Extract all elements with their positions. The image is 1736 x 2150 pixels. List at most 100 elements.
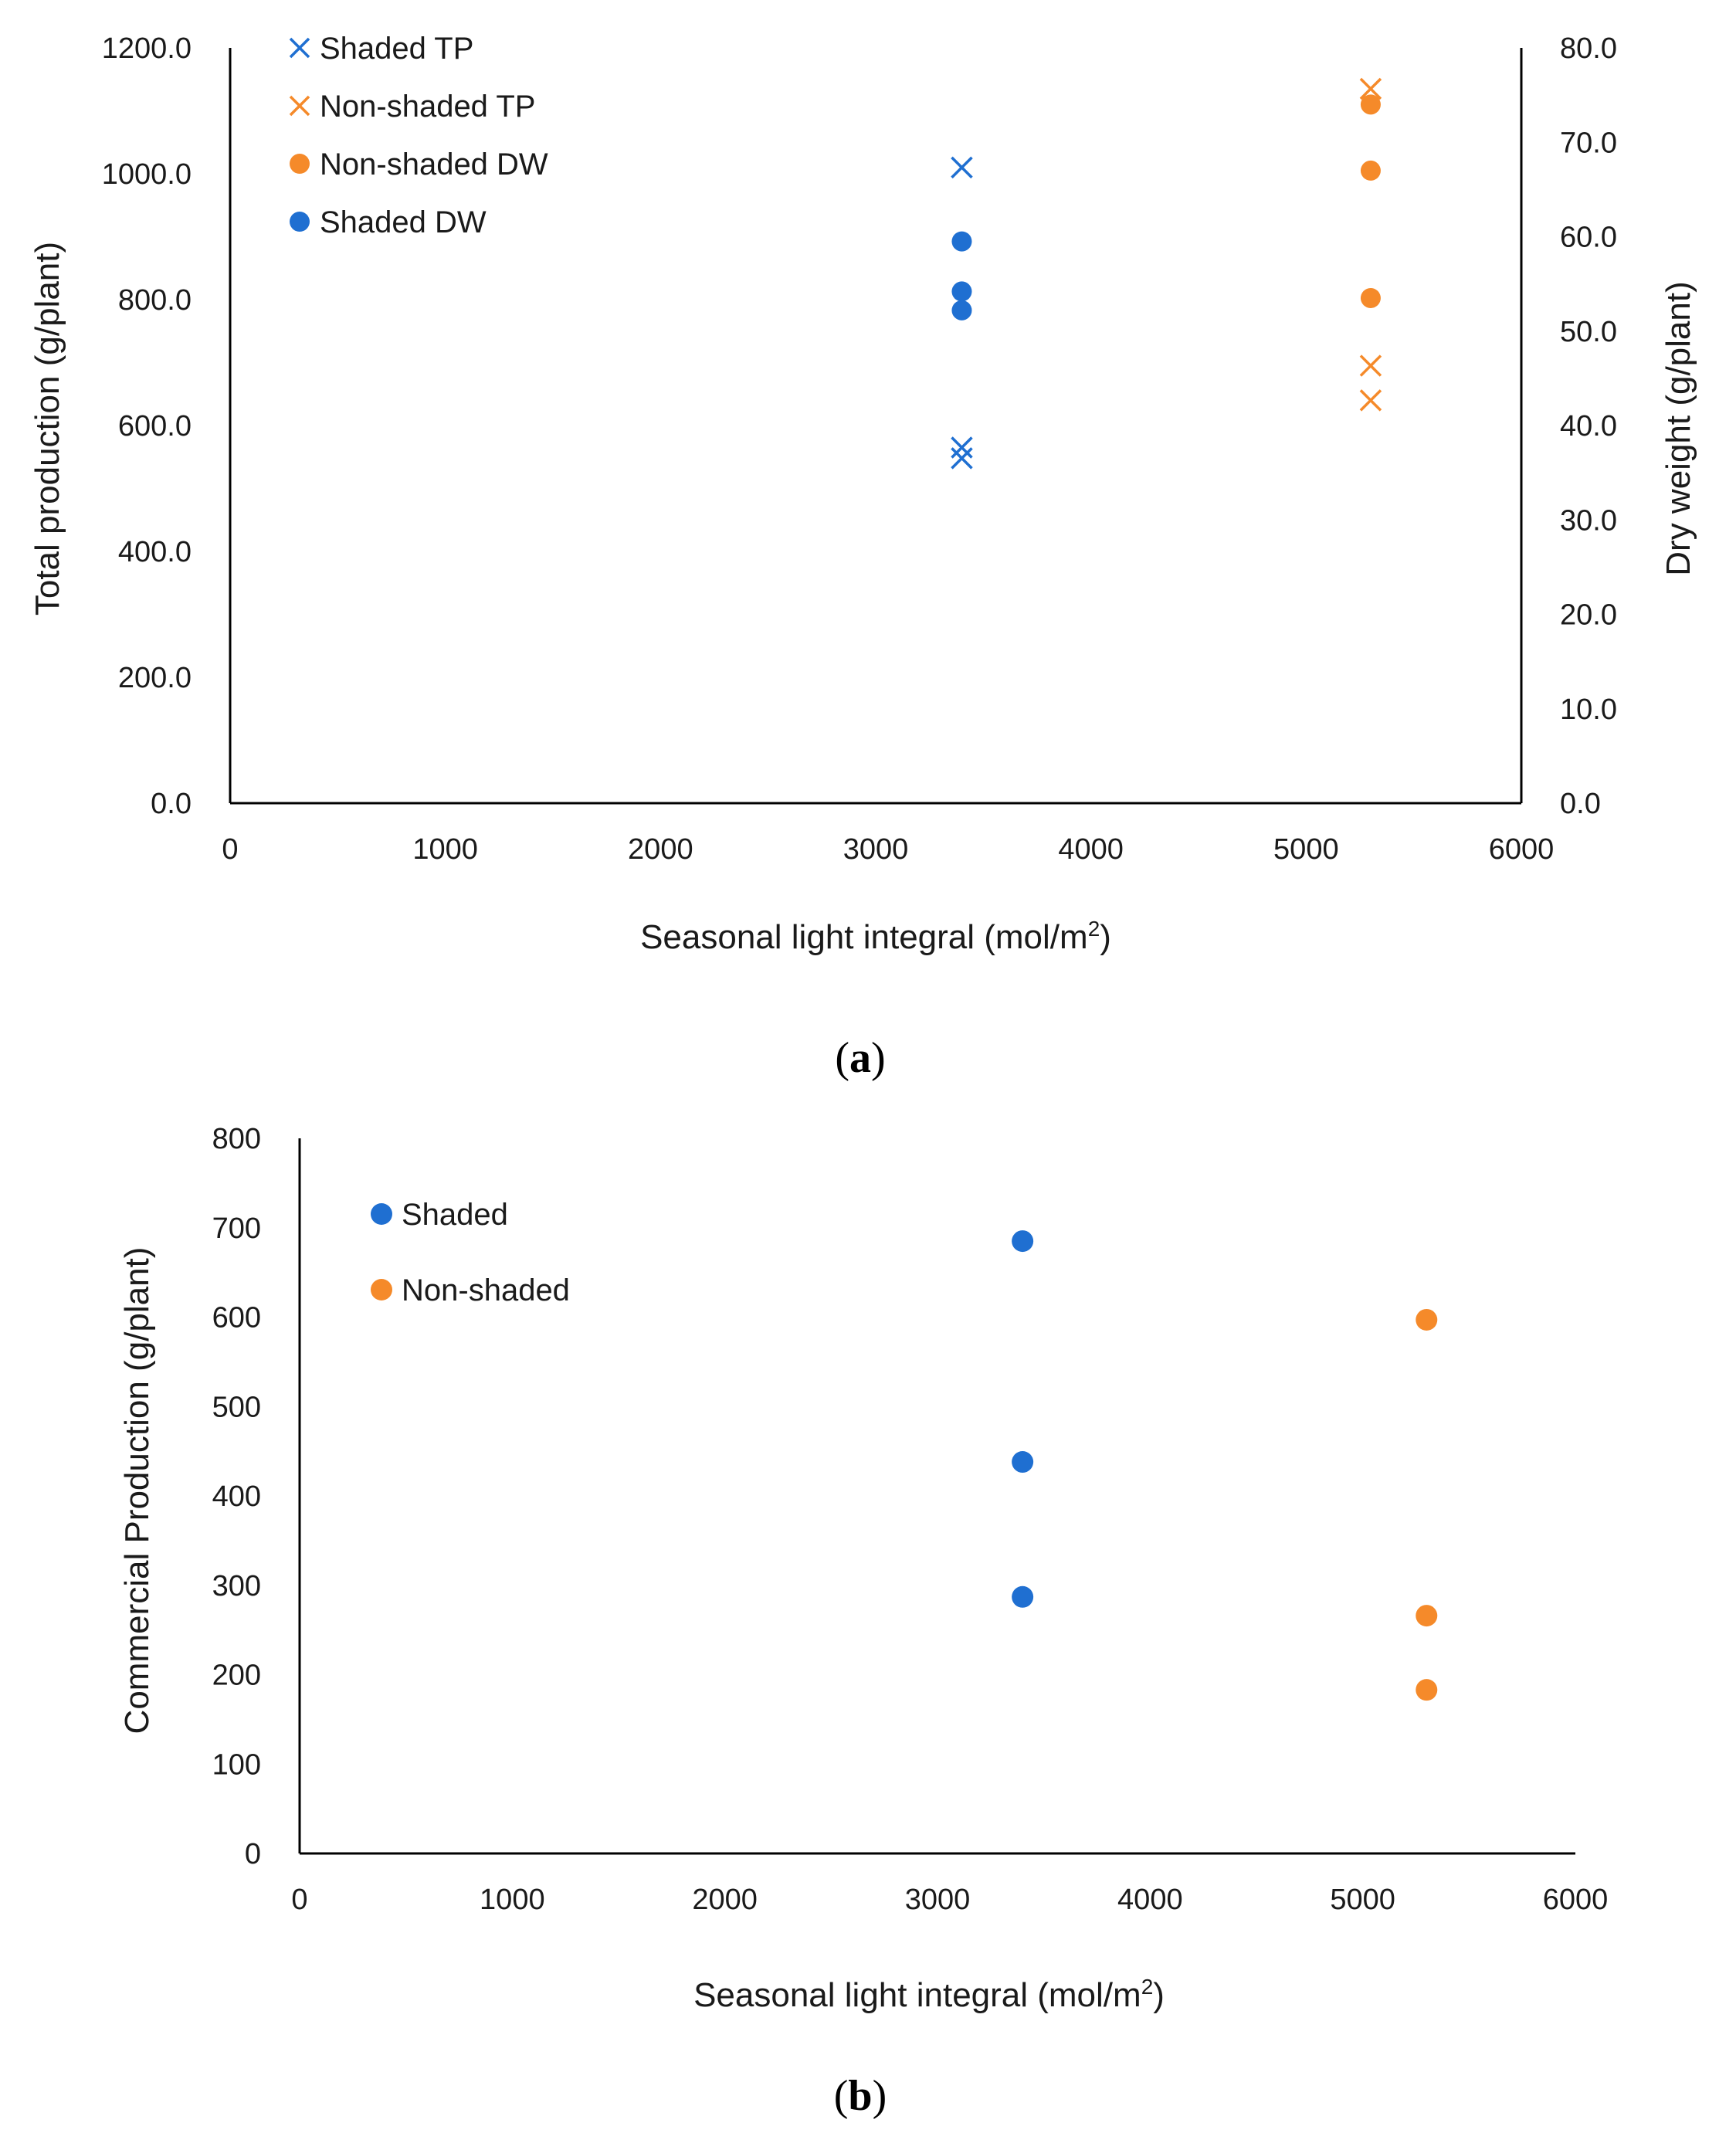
data-point bbox=[1359, 77, 1382, 100]
series-shaded-tp bbox=[951, 156, 973, 470]
data-point bbox=[951, 156, 973, 179]
y-tick-label: 400.0 bbox=[118, 536, 192, 568]
chart-a-y-axis-label: Total production (g/plant) bbox=[29, 242, 66, 615]
y2-tick-label: 20.0 bbox=[1560, 599, 1617, 632]
y-tick-label: 700 bbox=[212, 1212, 261, 1245]
legend-marker bbox=[289, 37, 310, 59]
y2-tick-label: 10.0 bbox=[1560, 693, 1617, 726]
x-tick-label: 1000 bbox=[480, 1884, 545, 1916]
y2-tick-label: 40.0 bbox=[1560, 410, 1617, 443]
x-tick-label: 5000 bbox=[1330, 1884, 1395, 1916]
legend-marker bbox=[290, 154, 310, 174]
legend-label: Shaded TP bbox=[320, 32, 473, 66]
data-point bbox=[1360, 287, 1381, 308]
series-non-shaded bbox=[1416, 1308, 1438, 1701]
y2-tick-label: 50.0 bbox=[1560, 316, 1617, 348]
y-tick-label: 100 bbox=[212, 1748, 261, 1781]
x-tick-label: 4000 bbox=[1058, 833, 1124, 866]
legend-item: Non-shaded bbox=[371, 1273, 570, 1307]
legend-label: Non-shaded bbox=[402, 1273, 570, 1307]
y-tick-label: 200.0 bbox=[118, 662, 192, 694]
legend-marker bbox=[371, 1279, 392, 1301]
x-tick-label: 0 bbox=[222, 833, 238, 866]
chart-b-y-axis-label: Commercial Production (g/plant) bbox=[118, 1247, 156, 1735]
legend-label: Shaded DW bbox=[320, 205, 487, 239]
data-point bbox=[1360, 94, 1381, 115]
y2-tick-label: 60.0 bbox=[1560, 222, 1617, 254]
series-shaded bbox=[1012, 1230, 1034, 1608]
data-point bbox=[1416, 1605, 1438, 1627]
chart-b-y-tick-labels: 0 100 200 300 400 500 600 700 800 bbox=[212, 1123, 261, 1870]
chart-a-points bbox=[951, 77, 1382, 470]
chart-b-x-tick-labels: 0 1000 2000 3000 4000 5000 6000 bbox=[291, 1884, 1608, 1916]
chart-a-x-axis-label: Seasonal light integral (mol/m2) bbox=[640, 917, 1111, 956]
chart-b-legend: Shaded Non-shaded bbox=[371, 1198, 570, 1307]
y-tick-label: 0.0 bbox=[151, 788, 192, 820]
y-tick-label: 800.0 bbox=[118, 284, 192, 317]
legend-item: Shaded TP bbox=[289, 32, 473, 66]
data-point bbox=[1012, 1230, 1034, 1253]
chart-b-x-axis-label: Seasonal light integral (mol/m2) bbox=[693, 1975, 1165, 2014]
data-point bbox=[1416, 1308, 1438, 1331]
series-non-shaded-tp bbox=[1359, 77, 1382, 412]
y2-tick-label: 30.0 bbox=[1560, 504, 1617, 537]
legend-item: Non-shaded TP bbox=[289, 90, 535, 124]
chart-a-caption: (a) bbox=[835, 1034, 885, 1082]
legend-label: Non-shaded DW bbox=[320, 148, 548, 181]
data-point bbox=[1012, 1585, 1034, 1608]
y-tick-label: 0 bbox=[245, 1838, 261, 1870]
legend-item: Shaded DW bbox=[290, 205, 487, 239]
data-point bbox=[1416, 1679, 1438, 1701]
data-point bbox=[951, 231, 972, 252]
data-point bbox=[951, 447, 973, 470]
chart-a-legend: Shaded TP Non-shaded TP Non-shaded DW Shade… bbox=[289, 32, 548, 239]
data-point bbox=[1359, 354, 1382, 377]
x-tick-label: 2000 bbox=[692, 1884, 758, 1916]
legend-item: Shaded bbox=[371, 1198, 508, 1232]
x-tick-label: 3000 bbox=[843, 833, 909, 866]
y-tick-label: 1000.0 bbox=[102, 158, 192, 191]
x-tick-label: 0 bbox=[291, 1884, 307, 1916]
series-non-shaded-dw bbox=[1360, 94, 1381, 308]
chart-b: 0 1000 2000 3000 4000 5000 6000 0 100 200 300 400 5… bbox=[118, 1123, 1608, 2120]
y-tick-label: 600.0 bbox=[118, 410, 192, 443]
y2-tick-label: 80.0 bbox=[1560, 32, 1617, 65]
y2-tick-label: 70.0 bbox=[1560, 127, 1617, 159]
chart-a-x-tick-labels: 0 1000 2000 3000 4000 5000 6000 bbox=[222, 833, 1554, 866]
y-tick-label: 600 bbox=[212, 1302, 261, 1334]
data-point bbox=[1360, 160, 1381, 181]
x-tick-label: 3000 bbox=[905, 1884, 971, 1916]
data-point bbox=[951, 300, 972, 320]
chart-b-points bbox=[1012, 1230, 1438, 1701]
legend-label: Non-shaded TP bbox=[320, 90, 535, 124]
chart-a-y2-axis-label: Dry weight (g/plant) bbox=[1660, 281, 1697, 575]
y-tick-label: 800 bbox=[212, 1123, 261, 1155]
y-tick-label: 300 bbox=[212, 1570, 261, 1602]
x-tick-label: 2000 bbox=[628, 833, 693, 866]
x-tick-label: 1000 bbox=[412, 833, 478, 866]
x-tick-label: 6000 bbox=[1489, 833, 1555, 866]
data-point bbox=[1012, 1451, 1034, 1473]
x-tick-label: 6000 bbox=[1543, 1884, 1609, 1916]
data-point bbox=[1359, 389, 1382, 412]
data-point bbox=[951, 281, 972, 302]
x-tick-label: 5000 bbox=[1273, 833, 1339, 866]
legend-marker bbox=[371, 1203, 392, 1225]
series-shaded-dw bbox=[951, 231, 972, 320]
x-tick-label: 4000 bbox=[1117, 1884, 1183, 1916]
data-point bbox=[951, 436, 973, 459]
y-tick-label: 200 bbox=[212, 1660, 261, 1692]
y-tick-label: 1200.0 bbox=[102, 32, 192, 65]
legend-marker bbox=[290, 212, 310, 232]
y-tick-label: 400 bbox=[212, 1480, 261, 1513]
chart-b-caption: (b) bbox=[834, 2072, 887, 2120]
legend-marker bbox=[289, 95, 310, 117]
legend-item: Non-shaded DW bbox=[290, 148, 548, 181]
y-tick-label: 500 bbox=[212, 1391, 261, 1423]
chart-a-y-tick-labels: 0.0 200.0 400.0 600.0 800.0 1000.0 1200.0 bbox=[102, 32, 192, 820]
chart-a-y2-tick-labels: 0.0 10.0 20.0 30.0 40.0 50.0 60.0 70.0 80.0 bbox=[1560, 32, 1617, 820]
y2-tick-label: 0.0 bbox=[1560, 788, 1601, 820]
legend-label: Shaded bbox=[402, 1198, 508, 1232]
chart-a: 0 1000 2000 3000 4000 5000 6000 0.0 200.0 400.0 6… bbox=[29, 32, 1697, 1082]
